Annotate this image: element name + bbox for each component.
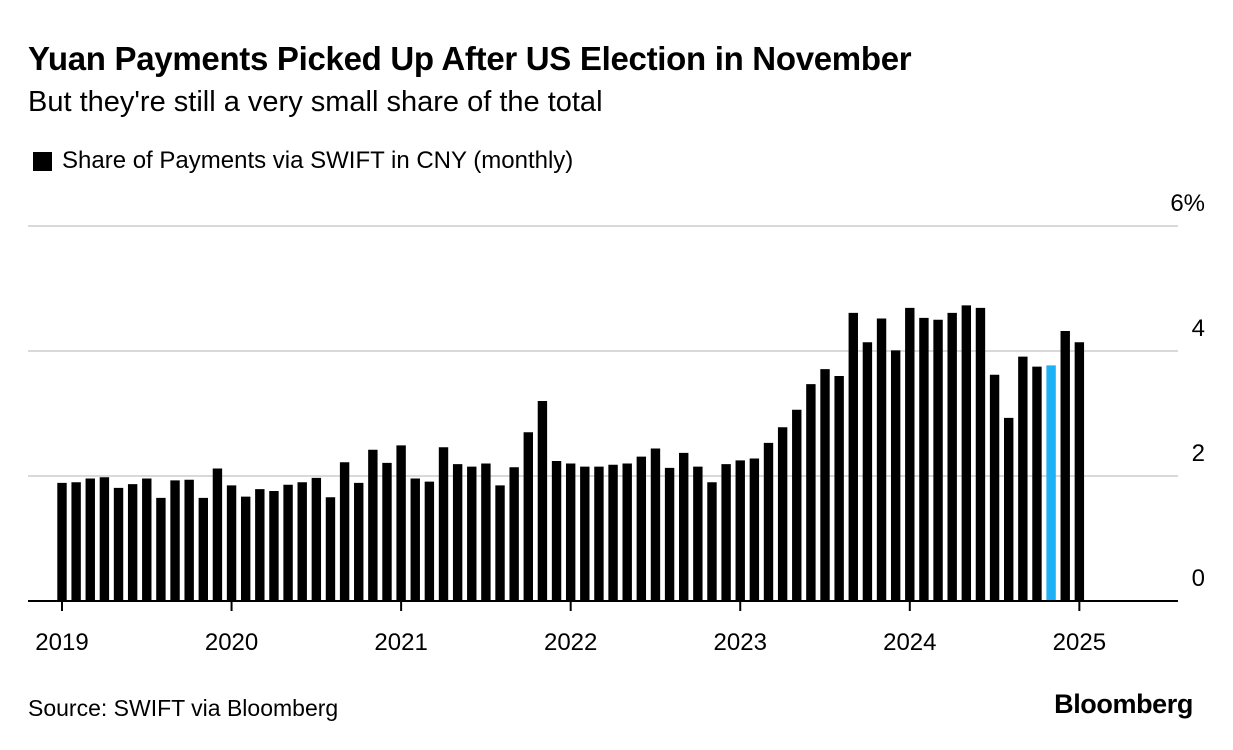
bar	[749, 458, 760, 601]
bar	[919, 317, 929, 602]
bar	[339, 462, 350, 601]
bar	[198, 497, 208, 602]
bar	[354, 482, 364, 602]
bars	[57, 305, 1085, 602]
bar	[848, 312, 858, 601]
bar	[961, 305, 972, 601]
bar	[551, 461, 562, 601]
bar	[1032, 366, 1042, 602]
bar	[537, 401, 548, 601]
bar	[184, 479, 194, 601]
x-tick-label: 2025	[1053, 629, 1106, 656]
bloomberg-logo: Bloomberg	[1054, 689, 1193, 719]
bar	[721, 464, 731, 602]
bar	[509, 467, 519, 601]
chart-subtitle: But they're still a very small share of …	[28, 86, 603, 118]
bar	[255, 489, 265, 602]
bar	[438, 447, 449, 601]
x-tick-label: 2023	[714, 629, 767, 656]
bar	[834, 376, 844, 601]
bar	[735, 460, 745, 602]
bar	[85, 478, 95, 601]
bar	[212, 468, 223, 601]
bar	[636, 456, 647, 602]
y-tick-label: 2	[1192, 440, 1205, 467]
bar	[806, 384, 816, 602]
bar	[679, 452, 689, 602]
bar	[820, 369, 830, 602]
bar	[862, 342, 873, 601]
bar	[170, 480, 180, 602]
bar	[382, 462, 392, 602]
source-note: Source: SWIFT via Bloomberg	[28, 695, 339, 721]
bar	[467, 466, 477, 602]
bar	[283, 484, 293, 601]
bar-chart: 2019 2020 2021 2022 2023 2024 2025 6% 4 2 0	[28, 190, 1205, 656]
bar	[156, 497, 166, 602]
bar	[947, 312, 957, 601]
bar	[297, 482, 307, 601]
bar	[495, 485, 505, 602]
bar	[481, 463, 491, 601]
x-axis: 2019 2020 2021 2022 2023 2024 2025	[28, 600, 1178, 656]
bar	[933, 319, 943, 601]
bar	[410, 478, 420, 601]
bar	[71, 482, 81, 601]
bar	[608, 464, 618, 601]
bar	[707, 482, 717, 601]
bar	[1018, 356, 1028, 602]
bar	[565, 463, 576, 601]
bar	[693, 466, 703, 602]
bar	[777, 427, 788, 601]
bar	[424, 481, 435, 602]
bar	[396, 445, 406, 602]
bar	[1074, 342, 1085, 601]
legend: Share of Payments via SWIFT in CNY (mont…	[33, 147, 573, 175]
chart-title: Yuan Payments Picked Up After US Electio…	[28, 40, 912, 77]
bar	[452, 464, 463, 602]
bar	[1004, 417, 1014, 602]
y-tick-label: 4	[1192, 315, 1205, 342]
bar	[99, 477, 110, 601]
bar	[580, 466, 590, 602]
y-tick-label: 6%	[1170, 190, 1205, 217]
bar	[905, 307, 915, 602]
x-tick-label: 2019	[35, 629, 88, 656]
legend-swatch	[33, 151, 52, 171]
bar	[975, 307, 986, 602]
bar	[763, 442, 774, 602]
bar	[142, 478, 152, 601]
bar	[594, 466, 604, 602]
legend-label: Share of Payments via SWIFT in CNY (mont…	[62, 147, 574, 174]
bar	[523, 432, 533, 601]
bar	[113, 487, 124, 602]
bar	[792, 409, 802, 601]
bar	[1060, 331, 1070, 601]
bar	[226, 485, 237, 602]
bar	[890, 350, 901, 602]
bar	[664, 467, 675, 602]
bar	[989, 374, 1000, 601]
bar	[57, 482, 67, 602]
x-tick-label: 2024	[883, 629, 936, 656]
y-axis-labels: 6% 4 2 0	[1170, 190, 1205, 592]
y-tick-label: 0	[1192, 565, 1205, 592]
bar	[325, 497, 336, 601]
bar	[240, 496, 251, 602]
bar	[269, 491, 279, 601]
bar	[622, 463, 632, 601]
bar	[311, 477, 322, 602]
bar	[876, 318, 887, 601]
bar	[650, 448, 661, 601]
x-tick-label: 2020	[205, 629, 258, 656]
x-tick-label: 2022	[544, 629, 597, 656]
bar	[127, 484, 138, 602]
highlighted-bar	[1046, 365, 1056, 602]
x-tick-label: 2021	[374, 629, 427, 656]
bar	[368, 449, 378, 601]
